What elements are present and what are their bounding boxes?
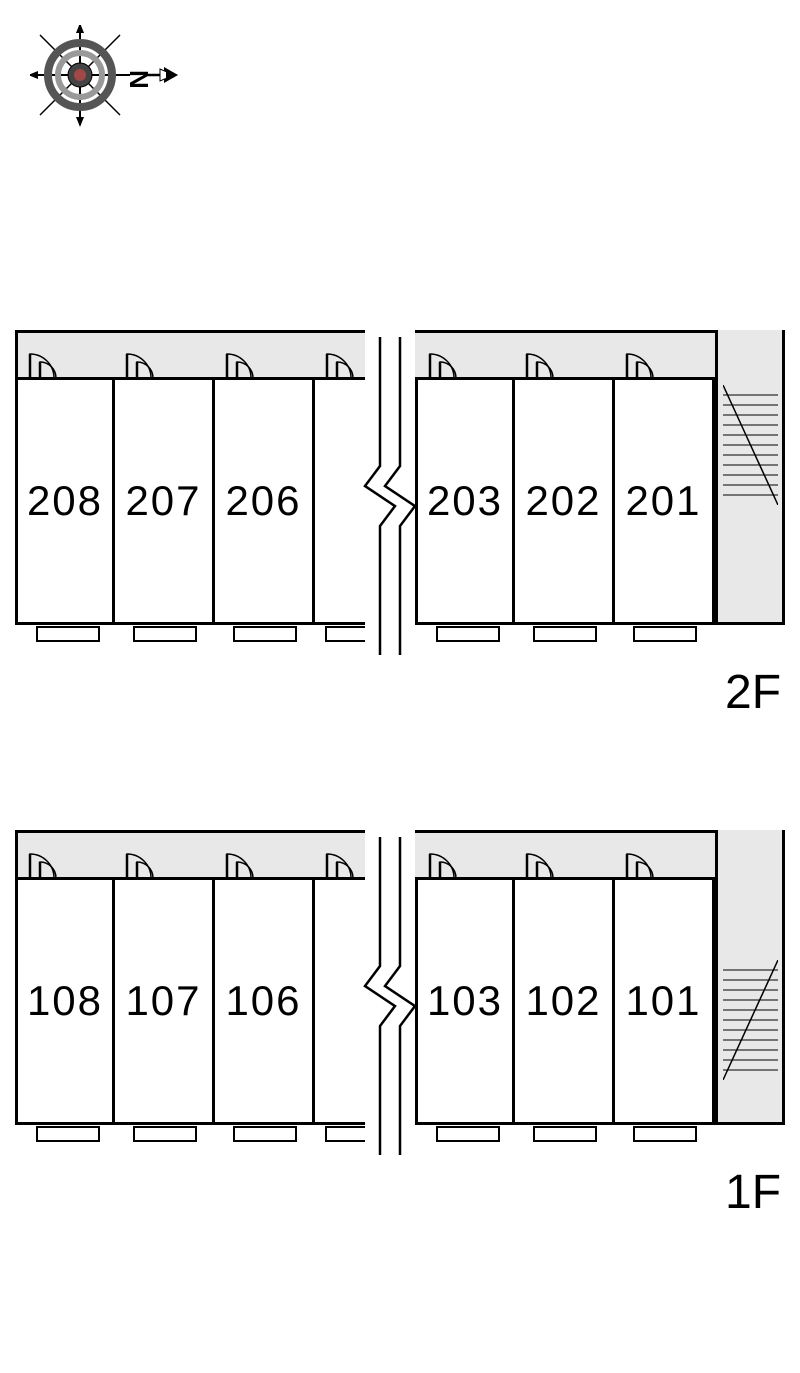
balcony: [325, 1126, 365, 1142]
balcony: [133, 626, 197, 642]
balcony: [436, 626, 500, 642]
door-icon: [323, 342, 363, 390]
compass-rose: N: [30, 25, 180, 150]
unit-201: 201: [615, 377, 715, 625]
unit-202: 202: [515, 377, 615, 625]
door-icon: [123, 342, 163, 390]
units-left: 108 107 106: [15, 877, 370, 1125]
balcony: [633, 626, 697, 642]
door-icon: [26, 842, 66, 890]
floor-label: 2F: [725, 665, 781, 720]
balcony: [233, 626, 297, 642]
stairs-icon: [723, 960, 778, 1080]
unit-107: 107: [115, 877, 215, 1125]
door-icon: [26, 342, 66, 390]
unit-partial-left: [315, 377, 370, 625]
balcony: [633, 1126, 697, 1142]
door-icon: [426, 842, 466, 890]
unit-partial-left: [315, 877, 370, 1125]
door-icon: [223, 842, 263, 890]
unit-208: 208: [15, 377, 115, 625]
unit-103: 103: [415, 877, 515, 1125]
unit-101: 101: [615, 877, 715, 1125]
break-mask: [365, 824, 415, 1152]
balcony: [133, 1126, 197, 1142]
door-icon: [323, 842, 363, 890]
units-right: 103 102 101: [415, 877, 715, 1125]
unit-207: 207: [115, 377, 215, 625]
unit-102: 102: [515, 877, 615, 1125]
balcony: [36, 626, 100, 642]
unit-106: 106: [215, 877, 315, 1125]
unit-203: 203: [415, 377, 515, 625]
unit-206: 206: [215, 377, 315, 625]
units-left: 208 207 206: [15, 377, 370, 625]
balcony: [325, 626, 365, 642]
break-mask: [365, 324, 415, 652]
door-icon: [623, 842, 663, 890]
floor-2F: 208 207 206 203 202 201: [15, 330, 785, 670]
door-icon: [523, 842, 563, 890]
svg-text:N: N: [124, 70, 154, 89]
door-icon: [223, 342, 263, 390]
floor-1F: 108 107 106 103 102 101: [15, 830, 785, 1170]
door-icon: [623, 342, 663, 390]
stairs-icon: [723, 385, 778, 505]
balcony: [533, 626, 597, 642]
door-icon: [123, 842, 163, 890]
balcony: [36, 1126, 100, 1142]
balcony: [533, 1126, 597, 1142]
units-right: 203 202 201: [415, 377, 715, 625]
balcony: [436, 1126, 500, 1142]
door-icon: [426, 342, 466, 390]
door-icon: [523, 342, 563, 390]
unit-108: 108: [15, 877, 115, 1125]
floor-label: 1F: [725, 1165, 781, 1220]
balcony: [233, 1126, 297, 1142]
